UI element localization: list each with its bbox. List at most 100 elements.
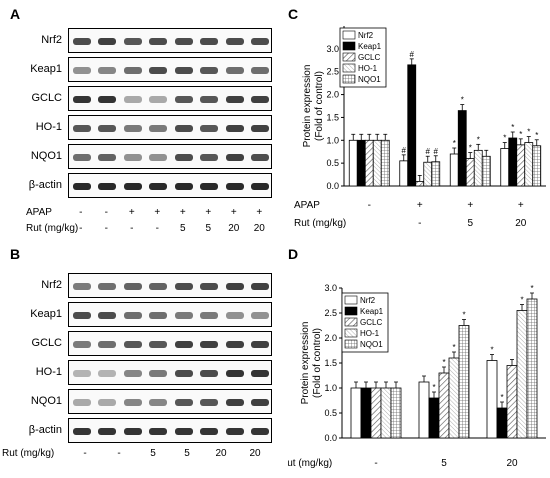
significance-mark: * [469, 144, 472, 153]
blot-band [98, 340, 117, 348]
blot-band [200, 282, 219, 290]
blot-band [123, 311, 142, 319]
bar [423, 161, 433, 187]
treatment-value: 5 [441, 458, 447, 469]
treatment-value: 20 [228, 223, 240, 234]
bar [418, 381, 430, 439]
y-tick-label: 2.0 [324, 333, 337, 343]
blot-band [251, 66, 270, 74]
legend-swatch [344, 306, 358, 316]
blot-strip-gclc [68, 331, 272, 356]
blot-band [174, 95, 193, 103]
y-tick-label: 0.5 [326, 158, 339, 168]
bar-chart-d: 0.0 0.5 1.0 1.5 2.0 2.5 3.0 Protein expression(… [288, 283, 546, 469]
blot-label-beta-actin: β-actin [28, 424, 62, 436]
treatment-value: - [117, 448, 121, 459]
significance-mark: * [519, 130, 522, 139]
bar [506, 365, 518, 439]
treatment-value: + [179, 207, 186, 218]
y-axis-label: (Fold of control) [312, 328, 323, 398]
blot-band [225, 66, 244, 74]
legend: Nrf2 Keap1 GCLC HO-1 NQO1 [341, 292, 389, 353]
treatment-value: + [518, 200, 524, 211]
blot-band [200, 95, 219, 103]
panel-letter-b: B [10, 246, 21, 262]
bar [486, 360, 498, 439]
blot-label-nrf2: Nrf2 [41, 34, 62, 46]
blot-strip-nqo1 [68, 389, 272, 414]
treatment-value: 5 [150, 448, 156, 459]
blot-band [98, 369, 117, 377]
treatment-value: - [79, 223, 83, 234]
y-axis-label: Protein expression [300, 322, 311, 405]
blot-band [251, 398, 270, 406]
y-tick-label: 2.0 [326, 90, 339, 100]
treatment-value: - [130, 223, 134, 234]
blot-strip-nqo1 [68, 144, 272, 169]
panel-letter-a: A [10, 6, 21, 22]
blot-label-nqo1: NQO1 [30, 395, 62, 407]
bar [524, 142, 534, 187]
blot-band [72, 37, 91, 45]
blot-band [149, 398, 168, 406]
blot-label-gclc: GCLC [31, 337, 62, 349]
y-tick-label: 3.0 [324, 283, 337, 293]
legend-swatch [344, 295, 358, 305]
treatment-value: 5 [205, 223, 212, 234]
blot-band [98, 182, 117, 190]
blot-band [225, 153, 244, 161]
blot-band [72, 182, 91, 190]
y-tick-label: 2.5 [324, 308, 337, 318]
treatment-value: 20 [515, 218, 527, 229]
treatment-value: - [79, 207, 83, 218]
panel-letter-d: D [288, 246, 299, 262]
blot-band [149, 95, 168, 103]
blot-band [251, 427, 270, 435]
blot-band [123, 427, 142, 435]
blot-band [98, 282, 117, 290]
treatment-label: Rut (mg/kg) [288, 458, 332, 469]
legend: Nrf2 Keap1 GCLC HO-1 NQO1 [339, 27, 387, 88]
blot-strip-ho-1 [68, 360, 272, 385]
bar [348, 139, 358, 187]
y-tick-label: 0.0 [324, 433, 337, 443]
bar [465, 158, 475, 187]
blot-band [200, 427, 219, 435]
blot-band [72, 311, 91, 319]
treatment-value: + [467, 200, 473, 211]
blot-band [251, 182, 270, 190]
blot-band [123, 124, 142, 132]
y-tick-label: 2.5 [326, 67, 339, 77]
blot-band [251, 369, 270, 377]
treatment-value: - [83, 448, 87, 459]
blot-band [174, 282, 193, 290]
legend-entry: GCLC [360, 318, 382, 327]
treatment-value: 20 [506, 458, 518, 469]
treatment-value: 5 [467, 218, 473, 229]
significance-mark: * [511, 123, 514, 132]
significance-mark: # [426, 147, 431, 156]
blot-strip-nrf2 [68, 28, 272, 53]
treatment-value: - [104, 223, 108, 234]
y-tick-label: 0.5 [324, 408, 337, 418]
blot-band [72, 369, 91, 377]
blot-band [200, 66, 219, 74]
bar [428, 397, 440, 439]
treatment-value: - [155, 223, 159, 234]
blot-band [72, 340, 91, 348]
significance-mark: * [500, 393, 503, 402]
blot-band [149, 153, 168, 161]
treatment-value: - [418, 218, 421, 229]
blot-strip-ho-1 [68, 115, 272, 140]
y-axis-label: (Fold of control) [314, 71, 325, 141]
blot-band [149, 427, 168, 435]
legend-entry: HO-1 [358, 64, 378, 73]
blot-label-ho-1: HO-1 [35, 366, 62, 378]
blot-band [174, 311, 193, 319]
blot-band [225, 282, 244, 290]
blot-strip-gclc [68, 86, 272, 111]
blot-label-nqo1: NQO1 [30, 150, 62, 162]
blot-band [123, 37, 142, 45]
legend-swatch [342, 30, 356, 40]
blot-band [98, 124, 117, 132]
